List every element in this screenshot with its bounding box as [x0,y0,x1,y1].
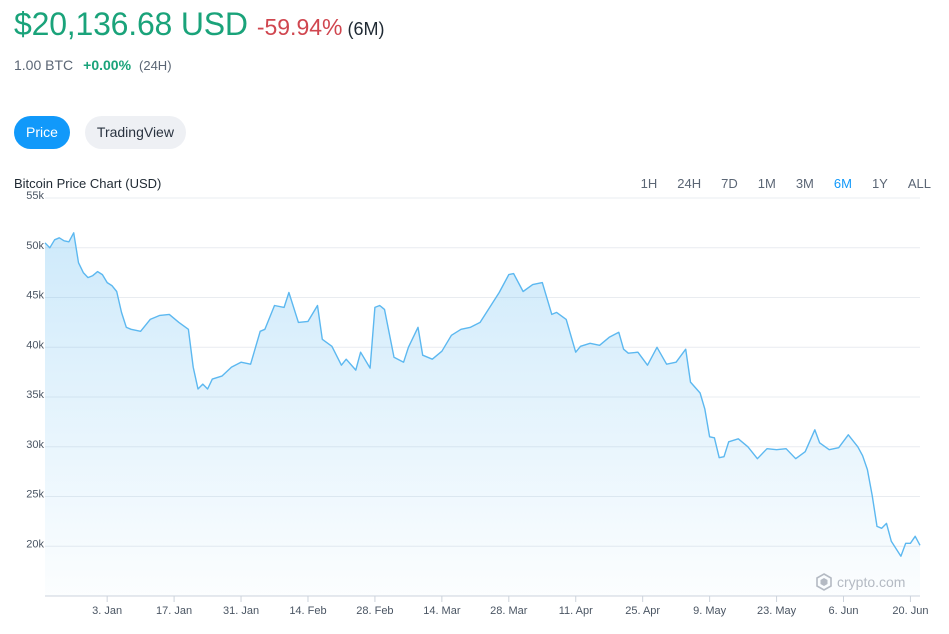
y-tick-label: 20k [26,538,44,550]
btc-conversion-row: 1.00 BTC +0.00% (24H) [14,57,172,73]
x-tick-label: 9. May [693,605,727,617]
current-price: $20,136.68 USD [14,6,248,42]
btc-change-period: (24H) [139,58,172,73]
x-tick-label: 28. Feb [356,605,393,617]
x-tick-label: 25. Apr [625,605,660,617]
chart-title: Bitcoin Price Chart (USD) [14,176,162,191]
x-tick-label: 14. Mar [423,605,461,617]
btc-change-percent: +0.00% [83,57,132,73]
range-1m-button[interactable]: 1M [757,176,776,191]
x-tick-label: 11. Apr [559,605,593,617]
btc-amount: 1.00 BTC [14,57,74,73]
range-7d-button[interactable]: 7D [721,176,738,191]
crypto-com-watermark: crypto.com [815,573,905,591]
x-tick-label: 3. Jan [92,605,122,617]
tab-tradingview[interactable]: TradingView [84,116,186,149]
price-change-period: (6M) [347,19,385,39]
range-1y-button[interactable]: 1Y [871,176,888,191]
x-tick-label: 23. May [757,605,797,617]
price-header: $20,136.68 USD -59.94% (6M) [14,6,384,43]
range-1h-button[interactable]: 1H [640,176,658,191]
x-tick-label: 20. Jun [892,605,928,617]
range-3m-button[interactable]: 3M [795,176,814,191]
range-24h-button[interactable]: 24H [677,176,702,191]
watermark-text: crypto.com [837,574,906,590]
y-tick-label: 35k [26,389,44,401]
y-tick-label: 55k [26,190,44,202]
x-tick-label: 31. Jan [223,605,259,617]
x-tick-label: 17. Jan [156,605,192,617]
price-line-series [44,232,921,557]
x-tick-label: 28. Mar [490,605,528,617]
range-6m-button[interactable]: 6M [833,176,852,191]
price-area-fill [45,232,920,597]
crypto-com-logo-icon [816,573,832,591]
y-tick-label: 45k [26,290,44,302]
chart-view-tabs: Price TradingView [14,116,186,149]
tab-price[interactable]: Price [14,116,70,149]
price-change-percent: -59.94% [256,14,343,40]
y-tick-label: 30k [26,439,44,451]
y-tick-label: 50k [26,240,44,252]
time-range-selector: 1H 24H 7D 1M 3M 6M 1Y ALL [641,176,931,191]
y-tick-label: 40k [26,339,44,351]
x-tick-label: 6. Jun [829,605,859,617]
range-all-button[interactable]: ALL [907,176,931,191]
y-tick-label: 25k [26,489,44,501]
x-tick-label: 14. Feb [289,605,326,617]
